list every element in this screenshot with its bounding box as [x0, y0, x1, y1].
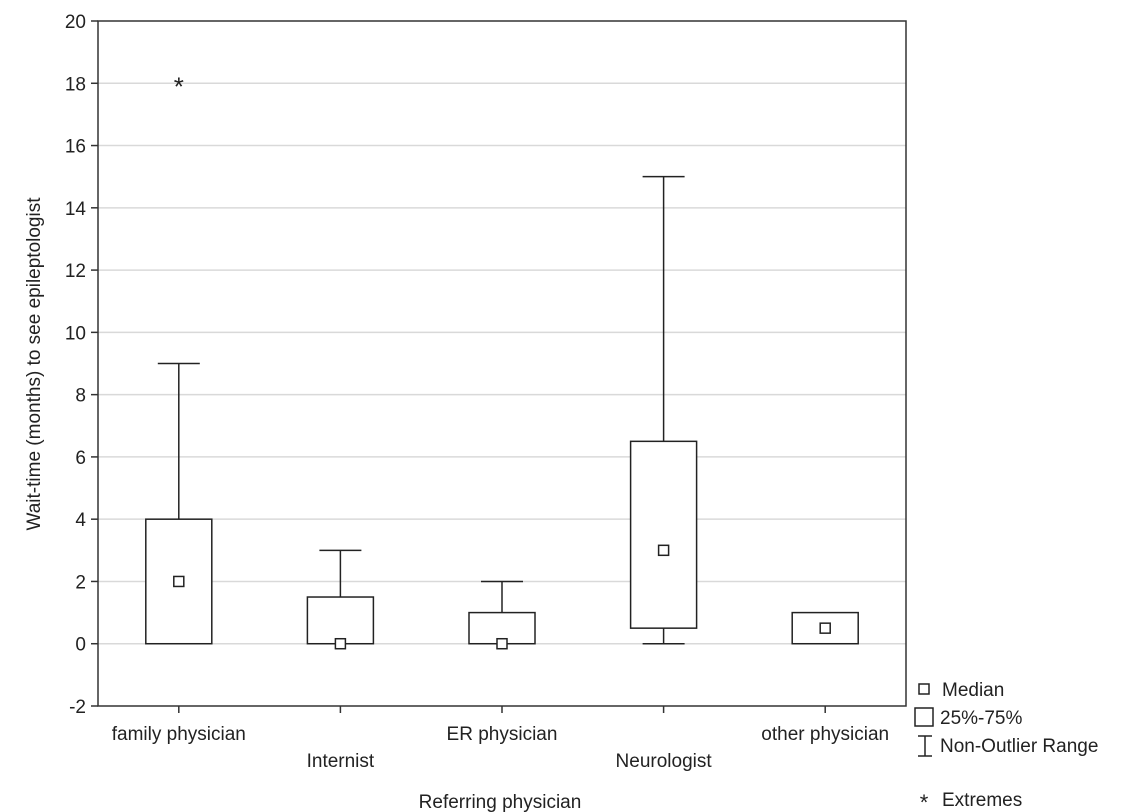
- legend-box-label: 25%-75%: [940, 708, 1022, 729]
- median-marker: [819, 622, 831, 634]
- iqr-box: [791, 611, 859, 645]
- legend-range-label: Non-Outlier Range: [940, 736, 1098, 757]
- y-tick-label: 10: [65, 323, 86, 344]
- x-axis-label: Referring physician: [419, 792, 582, 812]
- box-er-physician: [468, 580, 536, 650]
- median-marker: [334, 637, 347, 650]
- legend-median-label: Median: [942, 680, 1004, 701]
- median-marker: [657, 544, 670, 557]
- legend-extremes-label: Extremes: [942, 790, 1022, 811]
- y-tick-label: 18: [65, 74, 86, 95]
- legend-median-marker: [918, 683, 930, 695]
- x-axis-ticks: family physician Internist ER physician Neu…: [112, 706, 889, 772]
- x-tick-label: Internist: [307, 751, 375, 772]
- y-tick-label: 14: [65, 199, 87, 220]
- legend-extremes-marker: *: [920, 790, 929, 812]
- box-internist: [306, 549, 375, 650]
- y-axis-ticks: -2 0 2 4 6 8 10 12 14 16 18 20: [65, 12, 98, 718]
- y-tick-label: 16: [65, 137, 86, 158]
- x-tick-label: ER physician: [447, 724, 558, 745]
- iqr-box: [629, 440, 698, 629]
- median-marker: [173, 575, 185, 588]
- x-tick-label: family physician: [112, 724, 246, 745]
- boxes: *: [145, 71, 859, 650]
- box-other-physician: [791, 611, 859, 645]
- box-family-physician: *: [145, 71, 213, 645]
- legend-range-marker: [918, 735, 932, 757]
- median-marker: [496, 637, 508, 650]
- y-tick-label: -2: [69, 697, 86, 718]
- legend-box-marker: [914, 707, 934, 727]
- x-tick-label: Neurologist: [616, 751, 713, 772]
- y-axis-label: Wait-time (months) to see epileptologist: [24, 197, 45, 531]
- iqr-box: [306, 596, 375, 645]
- legend: Median 25%-75% Non-Outlier Range * Extre…: [914, 680, 1098, 812]
- y-tick-label: 2: [75, 572, 86, 593]
- extreme-point: *: [174, 71, 184, 101]
- y-tick-label: 8: [75, 386, 86, 407]
- x-tick-label: other physician: [761, 724, 889, 745]
- y-tick-label: 0: [75, 635, 86, 656]
- y-tick-label: 20: [65, 12, 86, 33]
- box-neurologist: [629, 175, 698, 645]
- y-tick-label: 6: [75, 448, 86, 469]
- y-tick-label: 12: [65, 261, 86, 282]
- y-tick-label: 4: [75, 510, 86, 531]
